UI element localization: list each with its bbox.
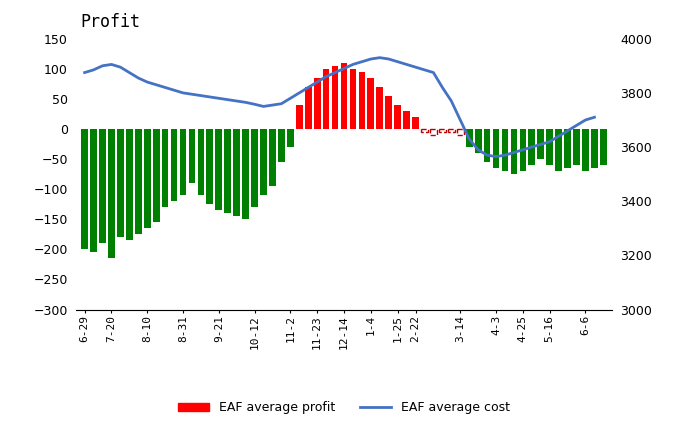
Bar bbox=[573, 129, 580, 165]
Bar bbox=[358, 72, 365, 129]
Bar bbox=[475, 129, 482, 153]
Bar bbox=[215, 129, 222, 210]
Bar bbox=[376, 87, 383, 129]
Bar bbox=[510, 129, 517, 174]
Bar bbox=[99, 129, 106, 243]
Bar bbox=[81, 129, 88, 249]
Bar bbox=[287, 129, 294, 147]
Bar bbox=[233, 129, 240, 216]
Bar bbox=[117, 129, 124, 237]
Bar bbox=[251, 129, 258, 207]
Bar bbox=[162, 129, 169, 207]
Bar bbox=[189, 129, 195, 183]
Bar bbox=[537, 129, 544, 159]
Bar bbox=[314, 78, 321, 129]
Bar bbox=[197, 129, 204, 195]
Bar bbox=[564, 129, 571, 168]
Bar bbox=[412, 117, 419, 129]
Bar bbox=[367, 78, 374, 129]
Bar bbox=[457, 129, 464, 135]
Bar bbox=[242, 129, 249, 219]
Bar bbox=[269, 129, 276, 186]
Bar bbox=[394, 105, 401, 129]
Bar bbox=[555, 129, 562, 171]
Bar bbox=[126, 129, 133, 240]
Bar bbox=[546, 129, 553, 165]
Bar bbox=[466, 129, 473, 147]
Bar bbox=[421, 129, 428, 132]
Bar bbox=[350, 69, 356, 129]
Bar bbox=[206, 129, 213, 204]
Bar bbox=[600, 129, 607, 165]
Bar bbox=[528, 129, 535, 165]
Bar bbox=[484, 129, 491, 162]
Bar bbox=[502, 129, 508, 171]
Bar bbox=[448, 129, 455, 132]
Bar bbox=[260, 129, 267, 195]
Bar bbox=[591, 129, 598, 168]
Bar bbox=[403, 111, 410, 129]
Bar bbox=[341, 63, 347, 129]
Text: Profit: Profit bbox=[80, 13, 140, 31]
Bar bbox=[296, 105, 303, 129]
Bar bbox=[153, 129, 160, 222]
Bar bbox=[582, 129, 589, 171]
Bar bbox=[323, 69, 330, 129]
Bar bbox=[90, 129, 97, 252]
Bar bbox=[385, 96, 392, 129]
Bar bbox=[135, 129, 142, 234]
Bar bbox=[430, 129, 437, 135]
Legend: EAF average profit, EAF average cost: EAF average profit, EAF average cost bbox=[173, 396, 515, 419]
Bar bbox=[180, 129, 186, 195]
Bar bbox=[144, 129, 151, 228]
Bar bbox=[519, 129, 526, 171]
Bar bbox=[493, 129, 499, 168]
Bar bbox=[171, 129, 178, 201]
Bar bbox=[278, 129, 285, 162]
Bar bbox=[108, 129, 115, 258]
Bar bbox=[332, 66, 338, 129]
Bar bbox=[439, 129, 446, 132]
Bar bbox=[224, 129, 231, 213]
Bar bbox=[305, 87, 312, 129]
